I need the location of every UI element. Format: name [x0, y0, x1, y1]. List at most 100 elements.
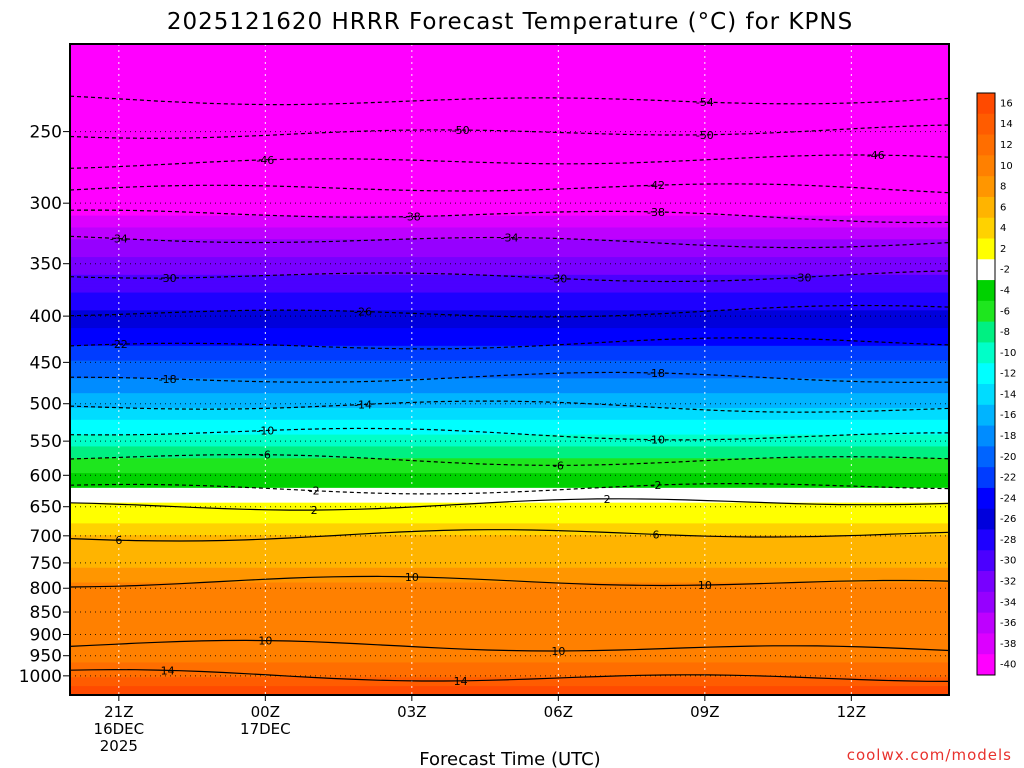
temperature-band	[70, 644, 949, 649]
temperature-band	[70, 100, 949, 104]
temperature-band	[70, 115, 949, 119]
temperature-band	[70, 523, 949, 527]
temperature-band	[70, 481, 949, 486]
temperature-band	[70, 292, 949, 297]
isotherm-label: 10	[258, 635, 272, 648]
isotherm-label: -46	[256, 154, 274, 167]
isotherm-label: 10	[551, 645, 565, 658]
colorbar-segment	[977, 363, 995, 385]
colorbar-label: 8	[1000, 182, 1006, 193]
colorbar-label: -34	[1000, 597, 1016, 608]
temperature-band	[70, 384, 949, 388]
temperature-band	[70, 280, 949, 285]
temperature-band	[70, 162, 949, 166]
temperature-band	[70, 260, 949, 264]
colorbar-segment	[977, 654, 995, 676]
isotherm-label: -2	[651, 479, 662, 492]
temperature-band	[70, 458, 949, 462]
temperature-band	[70, 165, 949, 169]
temperature-band	[70, 245, 949, 249]
colorbar-segment	[977, 134, 995, 156]
temperature-band	[70, 393, 949, 397]
temperature-band	[70, 197, 949, 202]
temperature-band	[70, 316, 949, 320]
y-tick-label: 550	[30, 432, 62, 452]
temperature-band	[70, 76, 949, 81]
chart-title: 2025121620 HRRR Forecast Temperature (°C…	[167, 9, 853, 35]
temperature-band	[70, 277, 949, 282]
temperature-band	[70, 194, 949, 199]
temperature-band	[70, 52, 949, 57]
temperature-band	[70, 558, 949, 563]
temperature-band	[70, 410, 949, 415]
y-tick-label: 1000	[19, 667, 62, 687]
temperature-band	[70, 623, 949, 628]
temperature-band	[70, 612, 949, 616]
y-tick-label: 500	[30, 395, 62, 415]
colorbar-label: -20	[1000, 452, 1016, 463]
x-tick-label: 2025	[100, 737, 138, 755]
temperature-band	[70, 336, 949, 341]
colorbar-segment	[977, 446, 995, 468]
temperature-band	[70, 609, 949, 613]
isotherm-label: 10	[698, 579, 712, 592]
isotherm-label: -18	[647, 367, 665, 380]
temperature-band	[70, 428, 949, 433]
temperature-band	[70, 564, 949, 569]
temperature-band	[70, 348, 949, 353]
temperature-band	[70, 168, 949, 172]
temperature-band	[70, 295, 949, 300]
temperature-band	[70, 351, 949, 356]
temperature-band	[70, 79, 949, 84]
temperature-band	[70, 112, 949, 116]
grid-lines	[70, 44, 949, 695]
x-tick-label: 09Z	[690, 703, 719, 721]
colorbar-segment	[977, 321, 995, 343]
temperature-band	[70, 262, 949, 267]
temperature-band	[70, 476, 949, 480]
y-tick-label: 950	[30, 647, 62, 667]
plot-frame	[69, 43, 950, 696]
temperature-band	[70, 544, 949, 548]
colorbar-segment	[977, 425, 995, 447]
temperature-band	[70, 455, 949, 459]
temperature-band	[70, 641, 949, 646]
colorbar-label: 14	[1000, 119, 1013, 130]
temperature-band	[70, 588, 949, 593]
temperature-band	[70, 686, 949, 690]
temperature-band	[70, 570, 949, 575]
temperature-band	[70, 150, 949, 155]
temperature-band	[70, 416, 949, 421]
temperature-band	[70, 206, 949, 211]
x-tick-label: 00Z	[251, 703, 280, 721]
colorbar-label: -10	[1000, 348, 1016, 359]
colorbar-segment	[977, 238, 995, 260]
colorbar-label: -38	[1000, 639, 1016, 650]
temperature-band	[70, 274, 949, 279]
temperature-band	[70, 505, 949, 510]
isotherm-label: -30	[549, 272, 567, 285]
isotherm-label: -10	[647, 434, 665, 447]
temperature-band	[70, 147, 949, 152]
temperature-band	[70, 529, 949, 533]
temperature-band	[70, 109, 949, 113]
temperature-band	[70, 64, 949, 69]
y-tick-label: 400	[30, 307, 62, 327]
temperature-band	[70, 129, 949, 134]
temperature-band	[70, 186, 949, 190]
credit-link[interactable]: coolwx.com/models	[847, 746, 1012, 764]
temperature-band	[70, 55, 949, 60]
temperature-band	[70, 600, 949, 604]
temperature-band	[70, 538, 949, 542]
temperature-band	[70, 387, 949, 391]
temperature-band	[70, 301, 949, 305]
temperature-band	[70, 271, 949, 276]
y-tick-label: 800	[30, 579, 62, 599]
colorbar-segment	[977, 404, 995, 426]
temperature-band	[70, 188, 949, 193]
isotherm-label: -54	[696, 96, 714, 109]
temperature-band	[70, 248, 949, 252]
temperature-band	[70, 446, 949, 450]
temperature-band	[70, 200, 949, 205]
temperature-band	[70, 354, 949, 359]
